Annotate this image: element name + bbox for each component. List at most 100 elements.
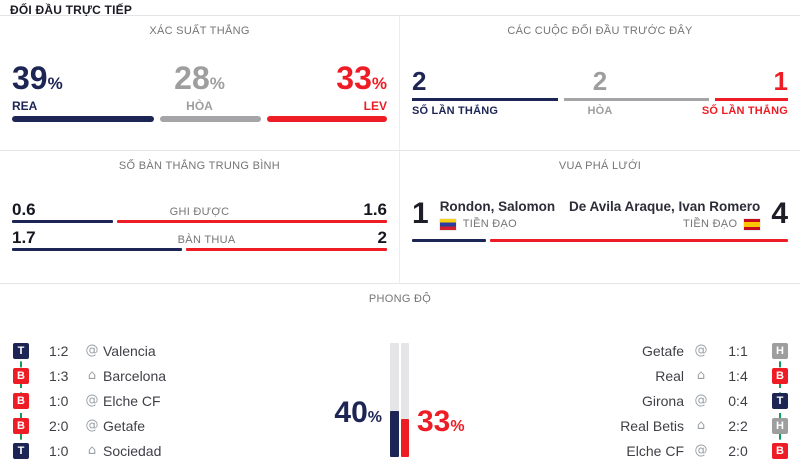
match-row[interactable]: Girona @ 0:4 T xyxy=(488,388,788,413)
venue-icon: @ xyxy=(694,443,708,458)
match-score: 1:1 xyxy=(728,342,748,359)
match-score: 0:4 xyxy=(728,392,748,409)
percent-sign: % xyxy=(367,409,382,426)
match-score: 2:0 xyxy=(49,417,69,434)
home-scorer-goals: 1 xyxy=(412,197,429,230)
result-badge: B xyxy=(772,442,788,459)
away-scorer-position: TIỀN ĐẠO xyxy=(682,218,738,230)
team-name: Valencia xyxy=(103,342,156,359)
form-bars xyxy=(390,343,409,457)
result-badge: B xyxy=(13,367,29,384)
away-wins-line xyxy=(715,98,788,101)
away-conceded-line xyxy=(186,248,387,251)
result-badge: H xyxy=(772,417,788,434)
team-name: Getafe xyxy=(641,342,684,359)
home-goals-conceded: 1.7 xyxy=(12,228,36,247)
away-form-percent: 33% xyxy=(417,405,465,438)
venue-icon: ⌂ xyxy=(87,368,97,383)
top-scorers-title: VUA PHÁ LƯỚI xyxy=(558,160,642,172)
win-probability-section: XÁC SUẤT THẮNG 39% 28% 33% REA HÒA LEV xyxy=(0,16,400,150)
home-win-percent: 39% xyxy=(12,60,63,96)
away-wins-count: 1 xyxy=(773,66,788,96)
page-title: ĐỐI ĐẦU TRỰC TIẾP xyxy=(10,3,133,17)
away-wins-label: SỐ LẦN THẮNG xyxy=(701,105,788,117)
match-row[interactable]: T 1:0 ⌂ Sociedad xyxy=(13,438,313,463)
away-scorer-name[interactable]: De Avila Araque, Ivan Romero xyxy=(569,199,761,214)
team-name: Barcelona xyxy=(103,367,167,384)
result-badge: T xyxy=(13,442,29,459)
spain-flag-icon xyxy=(744,218,761,230)
goals-scored-label: GHI ĐƯỢC xyxy=(169,206,230,218)
previous-meetings-section: CÁC CUỘC ĐỐI ĐẦU TRƯỚC ĐÂY 2 2 1 SỐ LẦN … xyxy=(400,16,800,150)
home-scored-line xyxy=(12,220,114,223)
home-team-code: REA xyxy=(12,99,38,113)
average-goals-section: SỐ BÀN THẮNG TRUNG BÌNH 0.6 GHI ĐƯỢC 1.6… xyxy=(0,151,400,283)
away-win-percent: 33% xyxy=(336,60,387,96)
match-row[interactable]: B 1:0 @ Elche CF xyxy=(13,388,313,413)
venue-icon: ⌂ xyxy=(696,418,706,433)
form-section: PHONG ĐỘ T 1:2 @ Valencia B 1:3 ⌂ Barcel… xyxy=(0,283,800,474)
percent-sign: % xyxy=(209,74,225,93)
goals-scored-row: 0.6 GHI ĐƯỢC 1.6 xyxy=(12,201,387,223)
away-goals-scored: 1.6 xyxy=(363,200,387,219)
match-row[interactable]: Real ⌂ 1:4 B xyxy=(488,363,788,388)
away-goals-conceded: 2 xyxy=(377,228,387,247)
home-form-bar-track xyxy=(390,343,399,457)
team-name: Real xyxy=(655,367,684,384)
percent-sign: % xyxy=(371,74,387,93)
venue-icon: @ xyxy=(85,343,99,358)
percent-sign: % xyxy=(47,74,63,93)
team-name: Elche CF xyxy=(626,442,684,459)
draw-probability-bar xyxy=(159,116,262,122)
previous-meetings-bar xyxy=(412,98,788,101)
venue-icon: @ xyxy=(694,343,708,358)
home-wins-count: 2 xyxy=(412,66,427,96)
win-probability-bar xyxy=(12,116,387,122)
draws-line xyxy=(563,98,710,101)
match-score: 1:0 xyxy=(49,442,69,459)
percent-sign: % xyxy=(450,418,465,435)
draws-label: HÒA xyxy=(587,105,613,117)
match-row[interactable]: B 2:0 @ Getafe xyxy=(13,413,313,438)
match-score: 1:0 xyxy=(49,392,69,409)
team-name: Elche CF xyxy=(103,392,161,409)
win-probability-title: XÁC SUẤT THẮNG xyxy=(149,25,250,37)
home-goals-scored: 0.6 xyxy=(12,200,36,219)
goals-conceded-label: BÀN THUA xyxy=(177,234,236,246)
widget-header: ĐỐI ĐẦU TRỰC TIẾP xyxy=(0,0,800,17)
draw-label: HÒA xyxy=(186,99,213,113)
away-form-bar-fill xyxy=(400,419,409,457)
away-scorer-goals: 4 xyxy=(771,197,788,230)
away-scored-line xyxy=(117,220,387,223)
match-row[interactable]: T 1:2 @ Valencia xyxy=(13,338,313,363)
match-row[interactable]: B 1:3 ⌂ Barcelona xyxy=(13,363,313,388)
draw-percent: 28% xyxy=(174,60,225,96)
venue-icon: ⌂ xyxy=(87,443,97,458)
previous-meetings-title: CÁC CUỘC ĐỐI ĐẦU TRƯỚC ĐÂY xyxy=(507,25,693,37)
match-row[interactable]: Elche CF @ 2:0 B xyxy=(488,438,788,463)
home-form-bar-fill xyxy=(390,411,399,457)
match-row[interactable]: Real Betis ⌂ 2:2 H xyxy=(488,413,788,438)
venue-icon: @ xyxy=(85,393,99,408)
match-score: 1:2 xyxy=(49,342,69,359)
match-row[interactable]: Getafe @ 1:1 H xyxy=(488,338,788,363)
team-name: Girona xyxy=(641,392,684,409)
home-form-percent: 40% xyxy=(334,396,382,429)
home-scorer-name[interactable]: Rondon, Salomon xyxy=(439,199,556,214)
venezuela-flag-icon xyxy=(439,218,456,230)
home-scorer-position: TIỀN ĐẠO xyxy=(462,218,518,230)
away-probability-bar xyxy=(267,116,387,122)
home-wins-label: SỐ LẦN THẮNG xyxy=(412,105,499,117)
average-goals-title: SỐ BÀN THẮNG TRUNG BÌNH xyxy=(118,160,281,172)
home-probability-bar xyxy=(12,116,154,122)
result-badge: B xyxy=(13,392,29,409)
away-form-bar-track xyxy=(400,343,409,457)
venue-icon: @ xyxy=(85,418,99,433)
result-badge: B xyxy=(13,417,29,434)
home-form-list: T 1:2 @ Valencia B 1:3 ⌂ Barcelona B 1:0… xyxy=(13,338,313,463)
match-score: 2:2 xyxy=(728,417,748,434)
home-conceded-line xyxy=(12,248,183,251)
home-wins-line xyxy=(412,98,558,101)
team-name: Getafe xyxy=(103,417,146,434)
